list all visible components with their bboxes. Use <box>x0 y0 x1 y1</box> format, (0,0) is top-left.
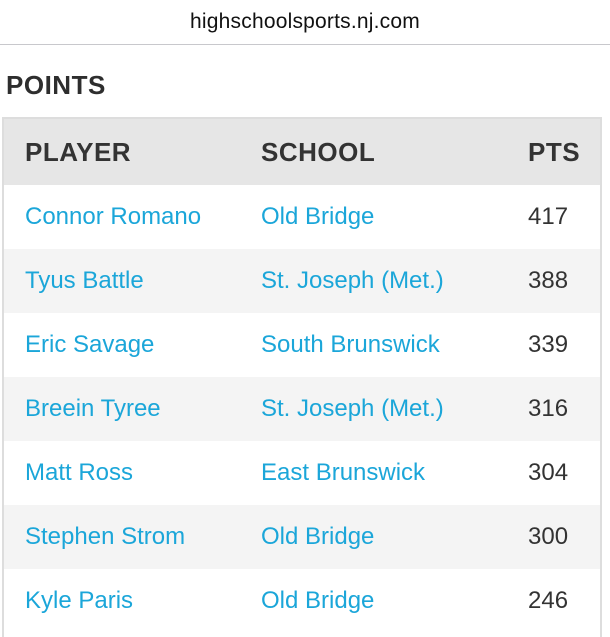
player-link[interactable]: Tyus Battle <box>25 267 144 294</box>
school-link[interactable]: Old Bridge <box>261 587 375 614</box>
stats-table: PLAYER SCHOOL PTS Connor Romano Old Brid… <box>2 117 602 637</box>
column-header-player[interactable]: PLAYER <box>25 136 132 167</box>
player-link[interactable]: Matt Ross <box>25 459 134 486</box>
points-value: 417 <box>528 203 569 230</box>
school-link[interactable]: St. Joseph (Met.) <box>261 395 444 422</box>
player-link[interactable]: Eric Savage <box>25 331 155 358</box>
points-value: 316 <box>528 395 569 422</box>
table-row: Tyus Battle St. Joseph (Met.) 388 <box>4 249 600 313</box>
url-text[interactable]: highschoolsports.nj.com <box>190 10 420 33</box>
table-row: Breein Tyree St. Joseph (Met.) 316 <box>4 377 600 441</box>
table-row: Connor Romano Old Bridge 417 <box>4 185 600 249</box>
table-row: Kyle Paris Old Bridge 246 <box>4 569 600 633</box>
school-link[interactable]: South Brunswick <box>261 331 440 358</box>
school-link[interactable]: Old Bridge <box>261 203 375 230</box>
points-value: 388 <box>528 267 569 294</box>
points-value: 300 <box>528 523 569 550</box>
school-link[interactable]: Old Bridge <box>261 523 375 550</box>
points-value: 246 <box>528 587 569 614</box>
player-link[interactable]: Stephen Strom <box>25 523 186 550</box>
table-header-row: PLAYER SCHOOL PTS <box>4 119 600 185</box>
player-link[interactable]: Kyle Paris <box>25 587 134 614</box>
column-header-pts[interactable]: PTS <box>528 136 581 167</box>
player-link[interactable]: Connor Romano <box>25 203 202 230</box>
points-value: 304 <box>528 459 569 486</box>
school-link[interactable]: East Brunswick <box>261 459 426 486</box>
player-link[interactable]: Breein Tyree <box>25 395 161 422</box>
column-header-school[interactable]: SCHOOL <box>261 136 376 167</box>
table-row: Matt Ross East Brunswick 304 <box>4 441 600 505</box>
address-bar[interactable]: highschoolsports.nj.com <box>0 0 610 45</box>
table-row: Stephen Strom Old Bridge 300 <box>4 505 600 569</box>
points-value: 339 <box>528 331 569 358</box>
table-row: Eric Savage South Brunswick 339 <box>4 313 600 377</box>
section-title: POINTS <box>6 70 106 100</box>
school-link[interactable]: St. Joseph (Met.) <box>261 267 444 294</box>
